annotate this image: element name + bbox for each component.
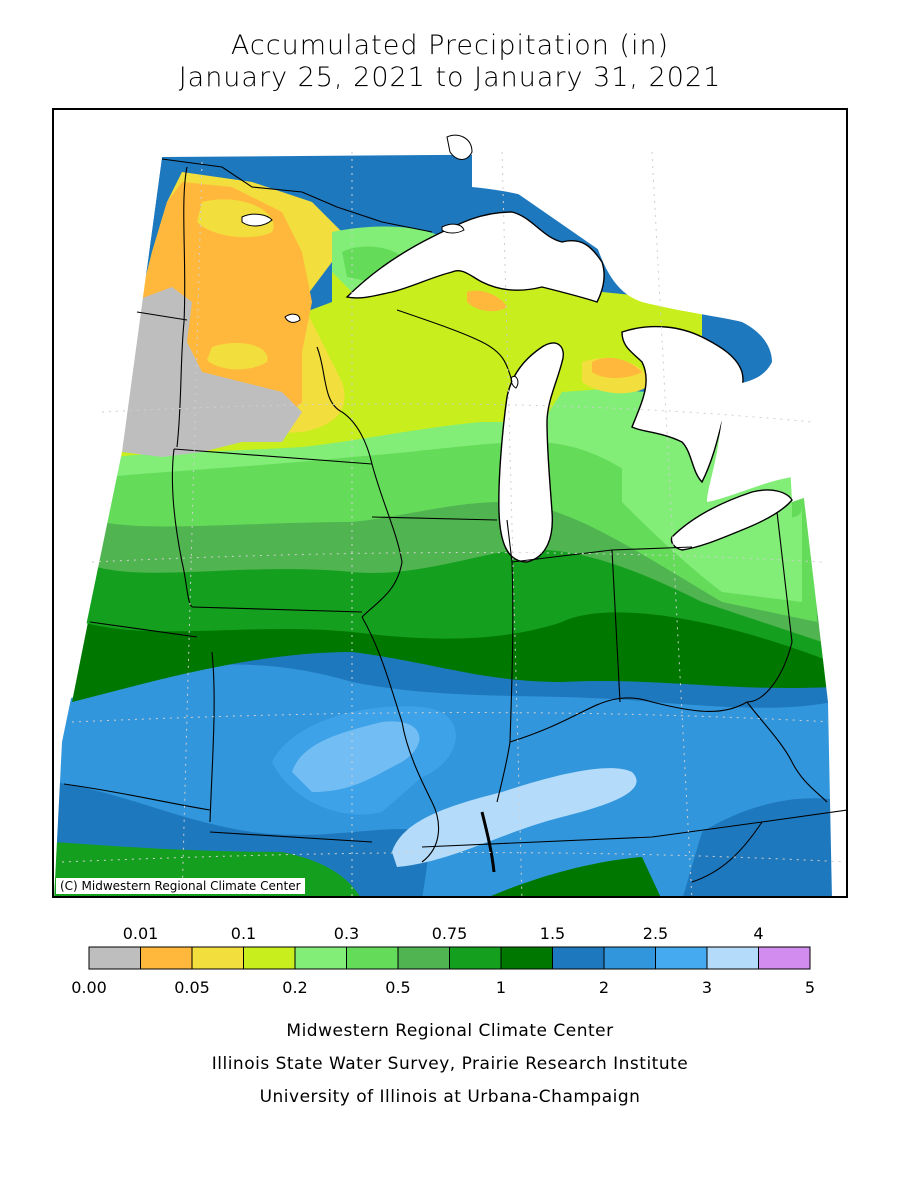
boundary-wi-mi (396, 309, 513, 383)
legend-tick-label: 0.05 (174, 978, 210, 997)
legend-tick-label: 1 (496, 978, 506, 997)
band-blue-southeast (683, 798, 846, 896)
lake-winnipeg-islands (241, 213, 273, 227)
band-0.05to0.1-north (197, 199, 274, 238)
mississippi-river-segment (480, 811, 496, 873)
boundary-ky-in (509, 697, 748, 743)
legend-swatch (397, 946, 450, 970)
boundary-ne-ks (89, 621, 198, 638)
legend: 0.01 0.1 0.3 0.75 1.5 2.5 4 0.00 0.05 0.2 0.5 1 2 3 5 (71, 924, 815, 997)
boundary-us-canada (161, 158, 433, 233)
lobe-3to4-south (392, 768, 637, 867)
band-0.3to0.5-superior (342, 246, 402, 282)
boundary-ia-wi-mn (316, 346, 373, 465)
boundary-tn-sw (691, 821, 763, 883)
boundary-mi-in-oh (511, 546, 693, 563)
legend-swatch (346, 946, 399, 970)
boundary-ks-ok (63, 783, 211, 811)
legend-swatch (294, 946, 347, 970)
lake-superior (345, 211, 605, 303)
boundary-wi-il (371, 516, 498, 521)
legend-swatch (191, 946, 244, 970)
lobe-2.5to3 (272, 706, 456, 815)
state-boundaries (63, 158, 846, 883)
credit-line-2: Illinois State Water Survey, Prairie Res… (211, 1054, 689, 1074)
legend-tick-label: 4 (753, 924, 763, 943)
legend-swatch (655, 946, 708, 970)
boundary-mn-ia (173, 448, 373, 465)
legend-tick-label: 0.1 (231, 924, 256, 943)
credit-line-3: University of Illinois at Urbana-Champai… (259, 1087, 641, 1107)
boundary-ia-mo (191, 606, 363, 613)
legend-upper-labels: 0.01 0.1 0.3 0.75 1.5 2.5 4 (123, 924, 764, 943)
canada-land (472, 112, 792, 502)
graticule (61, 151, 846, 896)
boundary-va-wv (746, 641, 793, 703)
boundary-oh-pa (776, 511, 793, 643)
boundary-ia-sd-ne (171, 448, 193, 608)
band-0.01to0.05-michigan (592, 357, 642, 378)
legend-swatch (758, 946, 811, 970)
map-canvas (54, 110, 846, 896)
legend-swatch (500, 946, 553, 970)
legend-tick-label: 3 (702, 978, 712, 997)
legend-swatch (88, 946, 141, 970)
date-range: January 25, 2021 to January 31, 2021 (178, 62, 722, 93)
boundary-mo-il (361, 616, 440, 863)
legend-tick-label: 0.2 (282, 978, 307, 997)
isle-royale (441, 223, 465, 234)
legend-swatch (449, 946, 502, 970)
legend-color-bar (88, 946, 811, 970)
lake-of-woods (284, 313, 301, 323)
band-0.01to0.05-up (467, 290, 507, 312)
legend-swatch (552, 946, 605, 970)
boundary-ky-tn (421, 809, 846, 848)
copyright-label: (C) Midwestern Regional Climate Center (56, 878, 305, 894)
boundary-mo-ar (209, 831, 373, 843)
band-green-southeast (491, 857, 661, 896)
credit-line-1: Midwestern Regional Climate Center (286, 1021, 614, 1041)
legend-tick-label: 0.01 (123, 924, 159, 943)
map-title: Accumulated Precipitation (in) (230, 30, 670, 61)
legend-tick-label: 0.3 (334, 924, 359, 943)
legend-tick-label: 0.00 (71, 978, 107, 997)
boundary-wv-ky (746, 701, 828, 803)
legend-swatch (603, 946, 656, 970)
legend-tick-label: 0.75 (432, 924, 468, 943)
boundary-ia-il (361, 463, 403, 618)
lake-huron (621, 325, 744, 484)
boundary-nd-sd (136, 311, 188, 321)
legend-swatch (243, 946, 296, 970)
band-0.05to0.1-lobe (207, 342, 268, 370)
legend-tick-label: 0.5 (385, 978, 410, 997)
precipitation-map: (C) Midwestern Regional Climate Center (52, 108, 848, 898)
north-islands (446, 134, 473, 160)
legend-tick-label: 2 (599, 978, 609, 997)
boundary-in-oh (611, 549, 621, 703)
legend-lower-labels: 0.00 0.05 0.2 0.5 1 2 3 5 (71, 978, 815, 997)
boundary-ks-mo (209, 651, 215, 823)
legend-tick-label: 1.5 (540, 924, 565, 943)
lake-michigan (498, 342, 564, 563)
legend-swatch (706, 946, 759, 970)
outside-domain-mask (54, 110, 846, 896)
boundary-mn-nd (176, 166, 188, 448)
legend-swatch (140, 946, 193, 970)
legend-tick-label: 5 (805, 978, 815, 997)
band-trace (122, 287, 302, 457)
legend-tick-label: 2.5 (643, 924, 668, 943)
boundary-il-in (496, 519, 514, 803)
